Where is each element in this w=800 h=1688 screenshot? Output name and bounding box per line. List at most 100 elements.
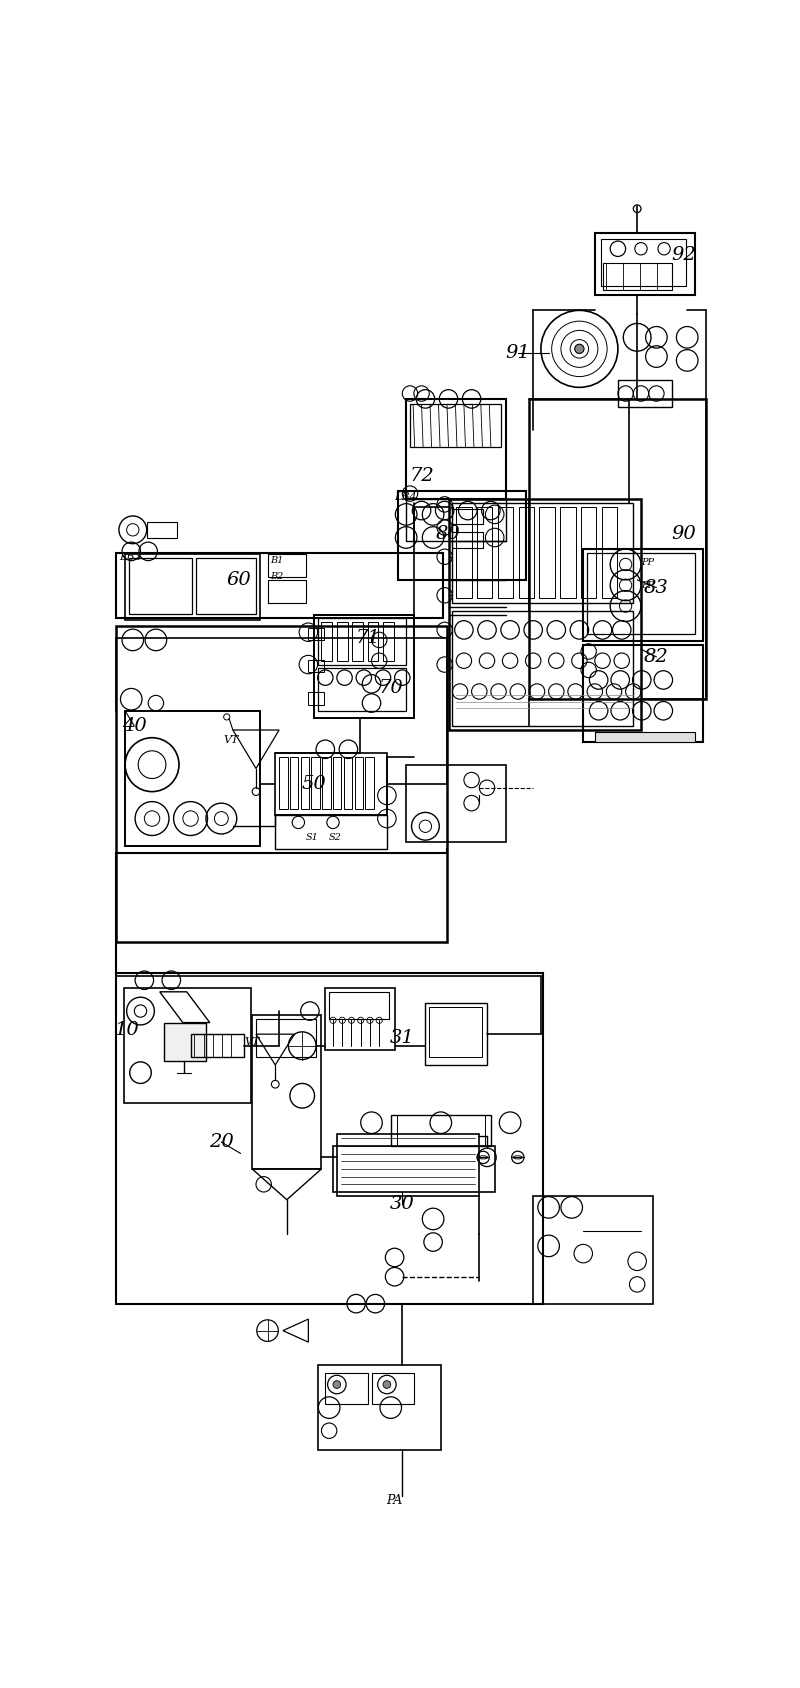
Text: 90: 90 bbox=[671, 525, 696, 542]
Bar bbox=[456, 508, 472, 598]
Bar bbox=[583, 549, 702, 641]
Text: B1: B1 bbox=[270, 555, 283, 565]
Text: 80: 80 bbox=[436, 525, 461, 542]
Bar bbox=[308, 628, 324, 640]
Bar bbox=[123, 987, 250, 1104]
Bar bbox=[256, 1020, 316, 1057]
Text: PP: PP bbox=[641, 557, 654, 567]
Text: 50: 50 bbox=[302, 775, 326, 793]
Bar bbox=[308, 660, 324, 672]
Bar bbox=[452, 503, 634, 603]
Bar bbox=[366, 756, 374, 809]
Bar bbox=[406, 500, 506, 542]
Text: 60: 60 bbox=[226, 571, 251, 589]
Text: LB4: LB4 bbox=[394, 491, 418, 501]
Bar bbox=[602, 263, 672, 290]
Text: 40: 40 bbox=[122, 717, 146, 736]
Bar bbox=[601, 238, 686, 287]
Bar bbox=[518, 508, 534, 598]
Bar bbox=[318, 668, 406, 711]
Bar bbox=[163, 1023, 206, 1062]
Bar bbox=[581, 508, 596, 598]
Bar bbox=[583, 645, 702, 741]
Bar bbox=[326, 987, 394, 1050]
Bar bbox=[190, 1035, 245, 1057]
Bar bbox=[333, 1146, 494, 1192]
Text: 30: 30 bbox=[390, 1195, 414, 1212]
Bar bbox=[449, 500, 641, 729]
Bar bbox=[534, 1195, 653, 1303]
Bar bbox=[318, 618, 406, 665]
Bar bbox=[322, 623, 332, 660]
Bar bbox=[337, 623, 348, 660]
Text: 20: 20 bbox=[209, 1133, 234, 1151]
Bar bbox=[275, 753, 387, 815]
Text: B2: B2 bbox=[270, 572, 283, 581]
Bar bbox=[352, 623, 363, 660]
Bar bbox=[383, 623, 394, 660]
Text: 83: 83 bbox=[644, 579, 669, 596]
Bar bbox=[301, 756, 309, 809]
Bar bbox=[125, 554, 260, 619]
Text: 92: 92 bbox=[671, 246, 696, 263]
Text: VT: VT bbox=[245, 1036, 260, 1047]
Text: 31: 31 bbox=[390, 1030, 414, 1047]
Bar bbox=[326, 1372, 368, 1404]
Bar bbox=[452, 532, 483, 547]
Bar bbox=[498, 508, 513, 598]
Bar bbox=[406, 398, 506, 500]
Bar bbox=[322, 756, 330, 809]
Bar bbox=[290, 756, 298, 809]
Bar bbox=[539, 508, 554, 598]
Bar bbox=[129, 559, 192, 614]
Circle shape bbox=[574, 344, 584, 353]
Bar bbox=[308, 692, 324, 704]
Bar bbox=[426, 1003, 487, 1065]
Bar bbox=[587, 554, 695, 633]
Bar bbox=[530, 398, 706, 699]
Bar bbox=[275, 815, 387, 849]
Text: 71: 71 bbox=[355, 628, 380, 647]
Text: VT: VT bbox=[224, 734, 239, 744]
Bar bbox=[267, 554, 306, 577]
Bar bbox=[116, 626, 447, 942]
Text: 91: 91 bbox=[506, 344, 530, 361]
Bar bbox=[406, 765, 506, 842]
Bar bbox=[410, 405, 501, 447]
Text: PA: PA bbox=[386, 1494, 402, 1506]
Bar bbox=[354, 756, 363, 809]
Bar bbox=[371, 1372, 414, 1404]
Bar bbox=[618, 380, 672, 407]
Bar bbox=[602, 508, 617, 598]
Bar bbox=[560, 508, 575, 598]
Bar bbox=[452, 510, 483, 525]
Circle shape bbox=[383, 1381, 390, 1388]
Text: LB3: LB3 bbox=[119, 552, 142, 562]
Bar bbox=[333, 756, 342, 809]
Text: PP: PP bbox=[641, 581, 654, 589]
Bar bbox=[116, 554, 443, 618]
Circle shape bbox=[333, 1381, 341, 1388]
Bar bbox=[318, 1366, 441, 1450]
Bar bbox=[594, 233, 695, 295]
Text: S1: S1 bbox=[306, 834, 319, 842]
Bar bbox=[477, 508, 492, 598]
Text: 82: 82 bbox=[644, 648, 669, 665]
Text: 10: 10 bbox=[114, 1021, 139, 1040]
Bar bbox=[337, 1134, 479, 1195]
Bar bbox=[368, 623, 378, 660]
Bar bbox=[279, 756, 287, 809]
Bar bbox=[125, 711, 260, 846]
Bar bbox=[252, 1014, 322, 1168]
Bar bbox=[452, 611, 634, 726]
Bar bbox=[146, 522, 178, 537]
Bar bbox=[314, 614, 414, 719]
Bar bbox=[267, 581, 306, 603]
Text: 72: 72 bbox=[409, 468, 434, 484]
Bar bbox=[329, 993, 390, 1020]
Bar bbox=[390, 1116, 491, 1146]
Bar bbox=[116, 972, 543, 1303]
Bar bbox=[196, 559, 256, 614]
Bar bbox=[594, 733, 695, 741]
Bar bbox=[344, 756, 352, 809]
